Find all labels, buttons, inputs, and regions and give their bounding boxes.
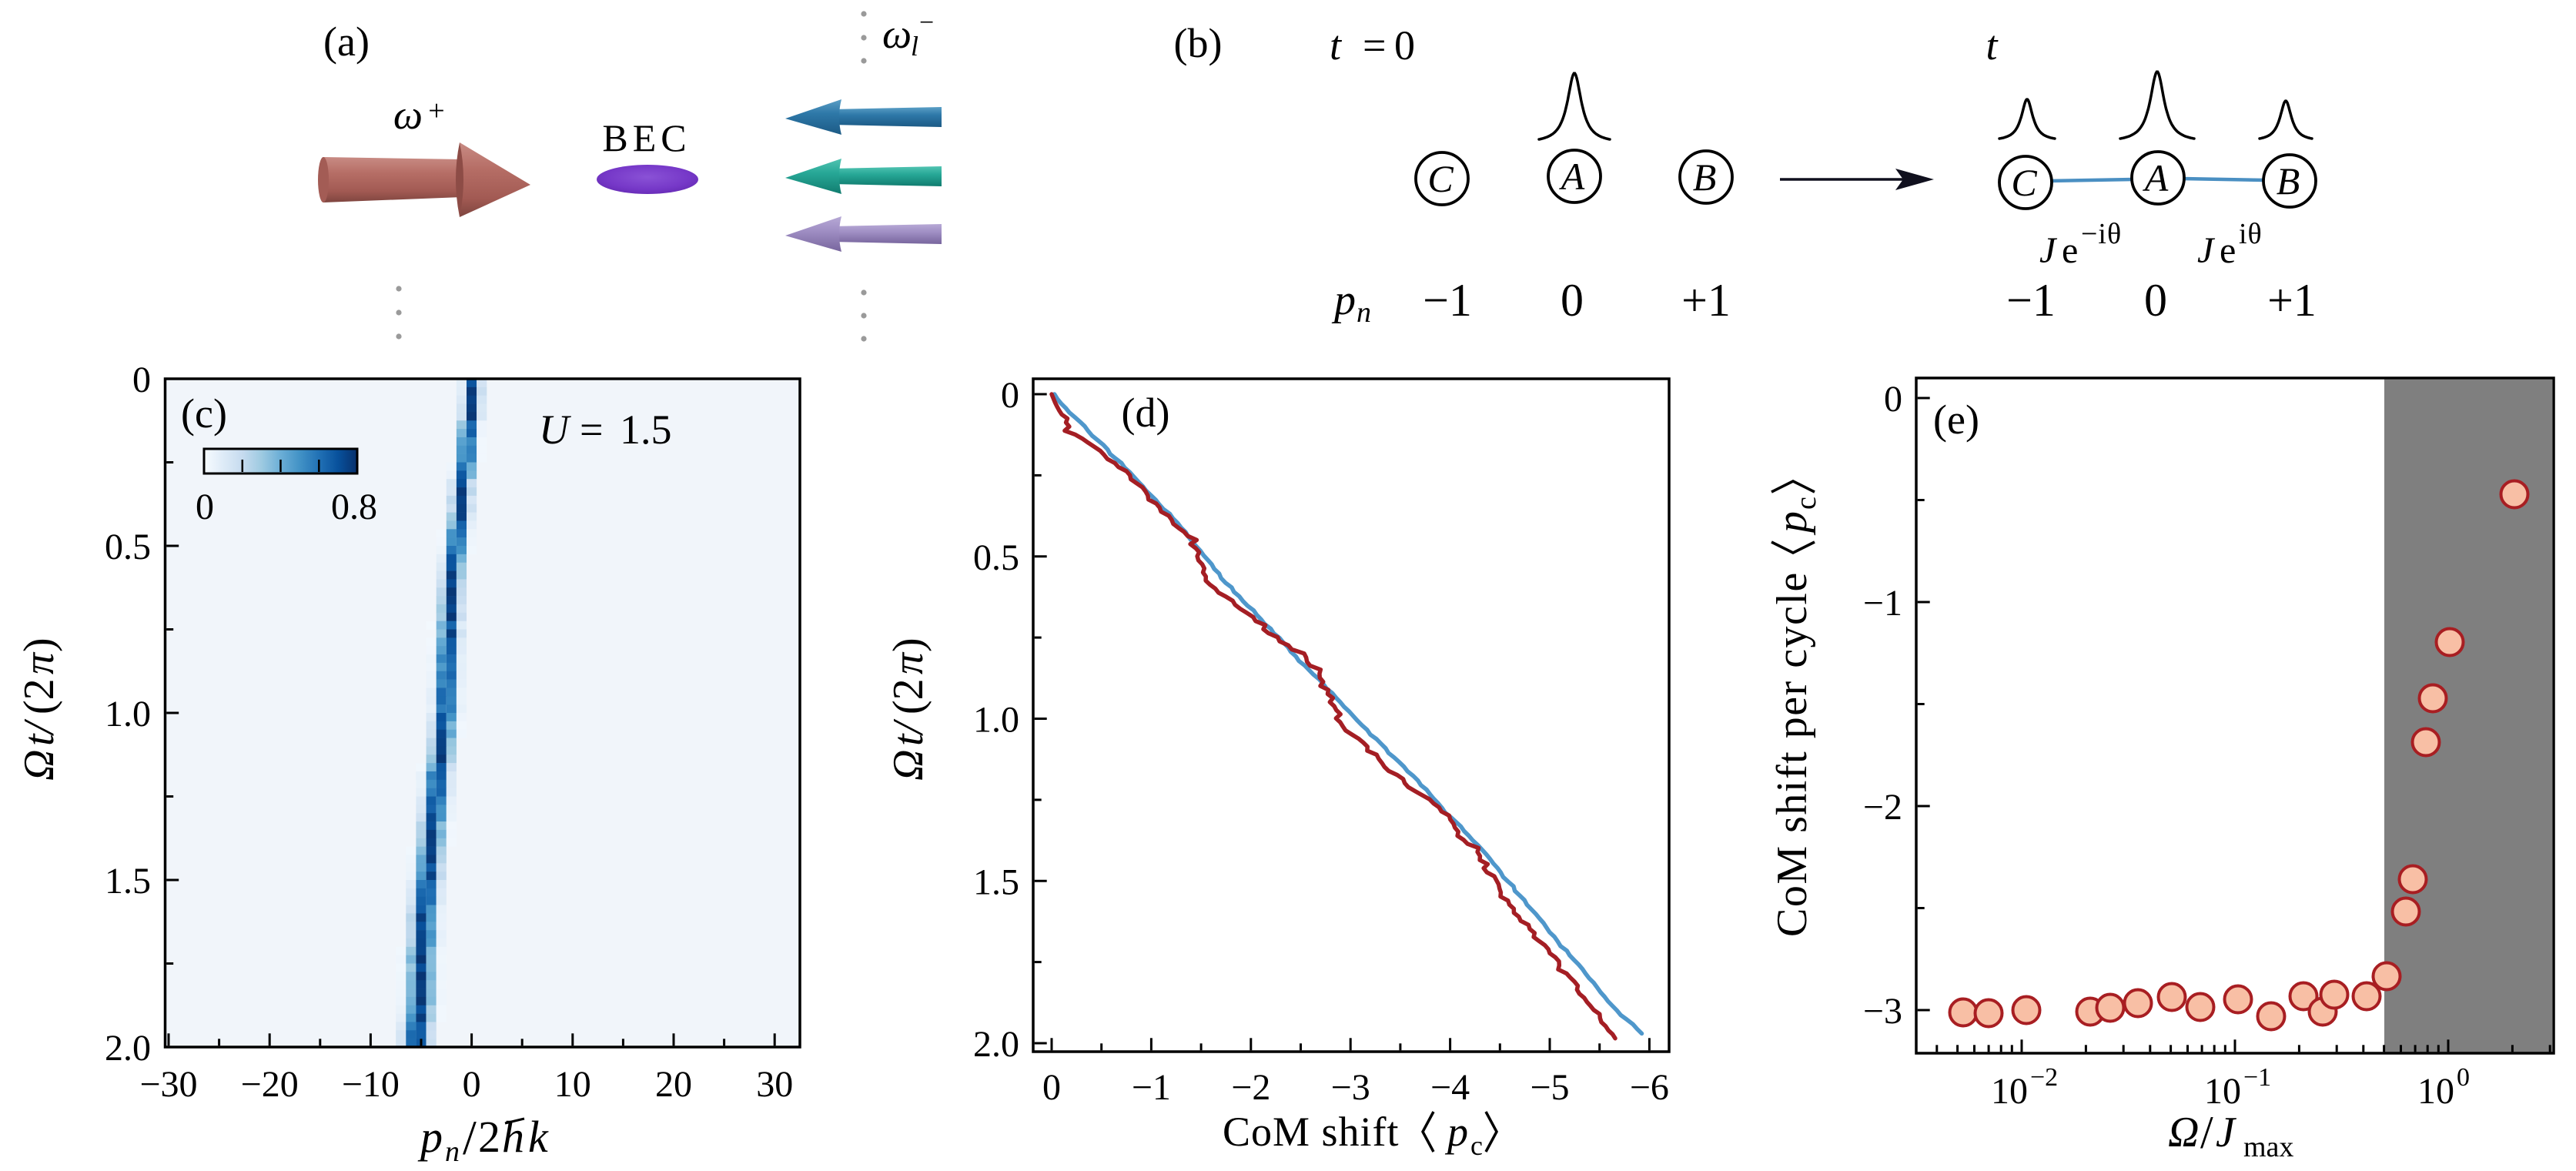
svg-text:C: C: [2011, 161, 2037, 204]
svg-text:J: J: [2197, 230, 2216, 271]
svg-text:0: 0: [132, 360, 151, 400]
svg-text:10: 10: [554, 1064, 591, 1105]
svg-text:e: e: [2062, 230, 2078, 271]
svg-text:0.8: 0.8: [331, 487, 377, 527]
svg-text:0: 0: [1884, 379, 1902, 420]
svg-text:−2: −2: [2030, 1063, 2058, 1092]
svg-text:−1: −1: [2006, 275, 2056, 326]
svg-text:t: t: [1986, 22, 1999, 69]
svg-text:C: C: [1427, 157, 1454, 200]
svg-text:10: 10: [2204, 1071, 2241, 1112]
svg-text:2: 2: [478, 1112, 500, 1162]
svg-text:−1: −1: [1863, 583, 1902, 624]
svg-text:l: l: [911, 31, 918, 62]
svg-text:0: 0: [1394, 22, 1415, 69]
svg-text:1.5: 1.5: [105, 861, 151, 902]
svg-text:−20: −20: [241, 1064, 299, 1105]
svg-text:(c): (c): [181, 390, 227, 437]
svg-text:10: 10: [2417, 1071, 2454, 1112]
svg-text:t/: t/: [885, 718, 932, 746]
svg-text:−: −: [919, 8, 934, 37]
svg-text:B: B: [2277, 159, 2300, 202]
svg-text:n: n: [1357, 296, 1371, 329]
svg-text:0: 0: [2457, 1063, 2470, 1092]
svg-text:0: 0: [196, 487, 214, 527]
svg-text:Ω: Ω: [2168, 1109, 2200, 1156]
svg-text:+: +: [428, 95, 444, 127]
svg-text:1.0: 1.0: [105, 694, 151, 734]
svg-text:CoM shift: CoM shift: [1223, 1109, 1400, 1155]
svg-text:p: p: [1331, 276, 1356, 324]
svg-text:A: A: [1559, 155, 1585, 198]
svg-text:iθ: iθ: [2239, 218, 2263, 250]
svg-text:1.0: 1.0: [973, 700, 1019, 741]
svg-text:e: e: [2220, 230, 2236, 271]
svg-text:t: t: [1330, 22, 1343, 69]
svg-text:J: J: [2039, 230, 2058, 271]
svg-text:−10: −10: [342, 1064, 400, 1105]
svg-text:−iθ: −iθ: [2081, 218, 2122, 250]
svg-text:n: n: [445, 1136, 460, 1167]
svg-text:(2: (2: [885, 678, 932, 714]
svg-text:2.0: 2.0: [973, 1024, 1019, 1065]
svg-text:−1: −1: [1132, 1067, 1171, 1108]
svg-text:): ): [15, 637, 63, 652]
svg-text:p: p: [1768, 511, 1816, 536]
svg-text:c: c: [1470, 1130, 1483, 1161]
svg-text:20: 20: [655, 1064, 692, 1105]
svg-text:(e): (e): [1933, 396, 1979, 443]
svg-text:1.5: 1.5: [620, 407, 672, 453]
svg-text:−4: −4: [1430, 1067, 1470, 1108]
svg-text:Ω: Ω: [15, 750, 63, 781]
svg-text:=: =: [1363, 22, 1386, 69]
svg-text:0.5: 0.5: [973, 537, 1019, 578]
svg-text:CoM shift per cycle: CoM shift per cycle: [1768, 571, 1816, 937]
svg-text:−2: −2: [1231, 1067, 1270, 1108]
svg-text:π: π: [885, 651, 932, 674]
svg-text:−30: −30: [139, 1064, 197, 1105]
svg-text:1.5: 1.5: [973, 862, 1019, 902]
svg-text:J: J: [2216, 1109, 2237, 1156]
svg-text:(2: (2: [15, 678, 63, 714]
svg-text:U: U: [539, 407, 571, 453]
svg-text:/: /: [2200, 1107, 2213, 1158]
svg-text:t/: t/: [15, 718, 63, 746]
svg-text:−5: −5: [1530, 1067, 1569, 1108]
svg-text:BEC: BEC: [602, 116, 691, 159]
svg-text:max: max: [2243, 1131, 2293, 1163]
svg-text:): ): [885, 637, 932, 652]
svg-text:10: 10: [1991, 1071, 2028, 1112]
svg-text:−6: −6: [1630, 1067, 1669, 1108]
svg-text:−3: −3: [1863, 991, 1902, 1032]
svg-text:0: 0: [2144, 275, 2167, 326]
svg-text:(a): (a): [323, 18, 370, 65]
svg-text:2.0: 2.0: [105, 1028, 151, 1069]
svg-text:B: B: [1693, 156, 1717, 199]
svg-text:0: 0: [463, 1064, 481, 1105]
svg-text:−2: −2: [1863, 787, 1902, 828]
svg-text:Ω: Ω: [885, 750, 932, 781]
svg-text:/: /: [463, 1110, 477, 1165]
svg-text:=: =: [580, 407, 603, 453]
svg-text:−3: −3: [1331, 1067, 1370, 1108]
svg-text:0: 0: [1001, 375, 1019, 416]
svg-text:−1: −1: [2243, 1063, 2271, 1092]
svg-text:(d): (d): [1122, 390, 1170, 436]
svg-text:c: c: [1790, 497, 1822, 510]
svg-text:0: 0: [1561, 275, 1584, 326]
svg-text:+1: +1: [2267, 275, 2317, 326]
svg-text:(b): (b): [1174, 20, 1223, 66]
svg-text:0: 0: [1042, 1067, 1061, 1108]
svg-text:k: k: [528, 1112, 549, 1162]
svg-text:−1: −1: [1423, 275, 1472, 326]
svg-text:+1: +1: [1681, 275, 1731, 326]
svg-text:ω: ω: [393, 92, 423, 138]
svg-text:30: 30: [756, 1064, 793, 1105]
svg-text:A: A: [2143, 156, 2169, 199]
svg-text:π: π: [15, 651, 63, 674]
svg-text:ω: ω: [882, 11, 912, 57]
svg-text:0.5: 0.5: [105, 527, 151, 567]
svg-text:p: p: [417, 1112, 443, 1162]
svg-text:p: p: [1444, 1109, 1468, 1155]
